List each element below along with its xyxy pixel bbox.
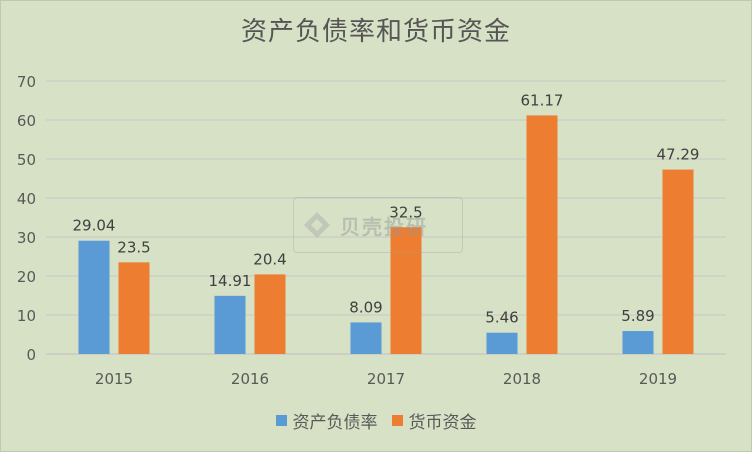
x-tick-label: 2016 [231, 370, 269, 388]
legend-label-series-2: 货币资金 [408, 413, 477, 433]
legend-swatch-series-1 [275, 415, 287, 426]
data-label: 8.09 [349, 298, 382, 316]
data-label: 32.5 [389, 203, 422, 221]
watermark-text: 贝壳投研 [340, 214, 428, 239]
data-label: 29.04 [73, 217, 116, 235]
legend-swatch-series-2 [391, 415, 403, 426]
data-label: 5.46 [485, 309, 518, 327]
y-tick-label: 10 [17, 307, 36, 325]
data-label: 14.91 [209, 272, 252, 290]
bar-series-1 [78, 240, 110, 354]
y-tick-label: 30 [17, 229, 36, 247]
bar-series-1 [486, 332, 518, 354]
bar-series-2 [118, 262, 150, 354]
y-tick-label: 70 [17, 73, 36, 91]
bar-series-2 [390, 227, 422, 354]
bar-series-2 [662, 169, 694, 354]
watermark-logo-icon [304, 212, 330, 238]
y-tick-label: 60 [17, 112, 36, 130]
data-label: 61.17 [521, 91, 564, 109]
legend-label-series-1: 资产负债率 [292, 413, 378, 433]
x-tick-label: 2019 [639, 370, 677, 388]
data-label: 20.4 [253, 250, 286, 268]
y-tick-label: 20 [17, 268, 36, 286]
x-tick-label: 2017 [367, 370, 405, 388]
bar-series-1 [622, 331, 654, 354]
data-label: 47.29 [657, 146, 700, 164]
data-label: 23.5 [117, 238, 150, 256]
y-tick-label: 0 [26, 346, 36, 364]
legend-item-series-1[interactable]: 资产负债率 [275, 408, 378, 433]
x-tick-label: 2018 [503, 370, 541, 388]
data-label: 5.89 [621, 307, 654, 325]
chart-title: 资产负债率和货币资金 [240, 17, 511, 47]
x-tick-label: 2015 [95, 370, 133, 388]
y-tick-label: 50 [17, 151, 36, 169]
bar-series-2 [526, 115, 558, 354]
bar-series-1 [214, 295, 246, 354]
watermark: 贝壳投研 [293, 197, 463, 253]
legend-item-series-2[interactable]: 货币资金 [391, 408, 477, 433]
bar-series-2 [254, 274, 286, 354]
y-tick-label: 40 [17, 190, 36, 208]
bar-series-1 [350, 322, 382, 354]
chart-legend: 资产负债率 货币资金 [1, 408, 751, 433]
